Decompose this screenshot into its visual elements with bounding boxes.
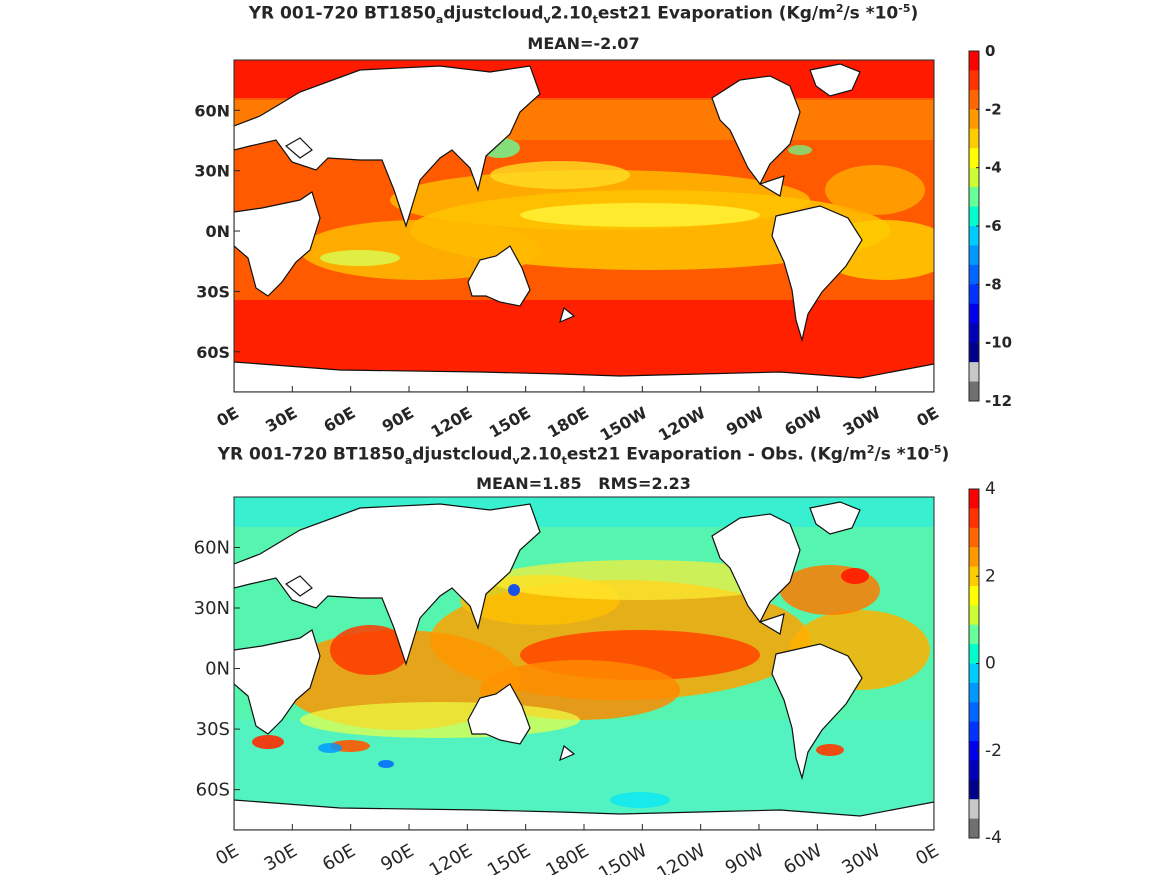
colorbar-segment [969, 721, 979, 742]
colorbar-segment [969, 303, 979, 324]
colorbar-segment [969, 624, 979, 645]
colorbar-tick-label: -2 [985, 741, 1002, 761]
colorbar-segment [969, 741, 979, 761]
colorbar-segment [969, 284, 979, 305]
panel2-title: YR 001-720 BT1850adjustcloudv2.10test21 … [217, 443, 950, 468]
x-tick-label: 30W [838, 840, 884, 875]
panel1-colorbar: 0 -2 -4 -6 -8 -10 -12 [968, 42, 1012, 410]
colorbar-tick-label: 4 [985, 479, 996, 499]
colorbar-segment [969, 779, 979, 800]
colorbar-segment [969, 682, 979, 703]
colorbar-segment [969, 264, 979, 285]
panel1-subtitle: MEAN=-2.07 [527, 34, 640, 53]
colorbar-tick-label: 0 [985, 42, 995, 60]
colorbar-segment [969, 381, 979, 402]
colorbar-segment [969, 148, 979, 169]
colorbar-tick-label: -8 [985, 275, 1002, 293]
y-tick-label: 60S [196, 343, 230, 362]
colorbar-segment [969, 508, 979, 529]
colorbar-segment [969, 109, 979, 130]
colorbar-segment [969, 51, 979, 71]
x-tick-label: 0E [212, 840, 242, 870]
colorbar-segment [969, 245, 979, 266]
colorbar-segment [969, 702, 979, 723]
y-tick-label: 60N [194, 537, 230, 558]
panel1-y-ticks: 60N 30N 0N 30S 60S [194, 101, 240, 362]
colorbar-segment [969, 362, 979, 383]
y-tick-label: 30N [194, 598, 230, 619]
colorbar-segment [969, 566, 979, 587]
colorbar-segment [969, 585, 979, 606]
colorbar-segment [969, 547, 979, 568]
colorbar-segment [969, 70, 979, 91]
colorbar-segment [969, 226, 979, 246]
colorbar-segment [969, 818, 979, 839]
x-tick-label: 120W [653, 840, 709, 875]
y-tick-label: 60S [196, 780, 230, 801]
x-tick-label: 60W [780, 840, 826, 875]
colorbar-segment [969, 605, 979, 626]
y-tick-label: 30N [194, 162, 230, 181]
x-tick-label: 0E [912, 840, 942, 870]
colorbar-segment [969, 644, 979, 664]
colorbar-segment [969, 128, 979, 149]
colorbar-tick-label: -6 [985, 217, 1002, 235]
x-tick-label: 150W [595, 840, 651, 875]
land-mask [234, 63, 934, 392]
colorbar-segment [969, 89, 979, 110]
y-tick-label: 60N [194, 101, 230, 120]
x-tick-label: 180E [542, 840, 592, 875]
colorbar-tick-label: -10 [985, 334, 1012, 352]
x-tick-label: 60E [319, 840, 359, 875]
colorbar-tick-label: -4 [985, 828, 1002, 848]
colorbar-tick-label: -12 [985, 392, 1012, 410]
colorbar-tick-label: 2 [985, 566, 996, 586]
colorbar-segment [969, 527, 979, 548]
colorbar-segment [969, 342, 979, 363]
panel1-title: YR 001-720 BT1850adjustcloudv2.10test21 … [248, 2, 919, 27]
colorbar-segment [969, 760, 979, 781]
colorbar-segment [969, 206, 979, 227]
panel2-x-ticks: 0E 30E 60E 90E 120E 150E 180E 150W 120W 90W 60W 30W… [212, 824, 943, 875]
x-tick-label: 90W [722, 840, 768, 875]
colorbar-segment [969, 167, 979, 188]
x-tick-label: 120E [426, 840, 476, 875]
colorbar-tick-label: 0 [985, 654, 996, 674]
land-mask [234, 501, 934, 830]
colorbar-segment [969, 323, 979, 344]
y-tick-label: 0N [205, 659, 230, 680]
panel2-subtitle: MEAN=1.85 RMS=2.23 [476, 474, 691, 493]
x-tick-label: 30E [261, 840, 301, 875]
colorbar-segment [969, 187, 979, 208]
colorbar-tick-label: -2 [985, 100, 1002, 118]
x-tick-label: 150E [484, 840, 534, 875]
x-tick-label: 90E [377, 840, 417, 875]
colorbar-segment [969, 663, 979, 684]
panel2-colorbar: 4 2 0 -2 -4 [968, 479, 1002, 848]
y-tick-label: 30S [196, 282, 230, 301]
y-tick-label: 30S [196, 719, 230, 740]
colorbar-segment [969, 489, 979, 509]
colorbar-segment [969, 799, 979, 820]
colorbar-tick-label: -4 [985, 159, 1002, 177]
y-tick-label: 0N [205, 222, 230, 241]
panel2-y-ticks: 60N 30N 0N 30S 60S [194, 537, 240, 801]
